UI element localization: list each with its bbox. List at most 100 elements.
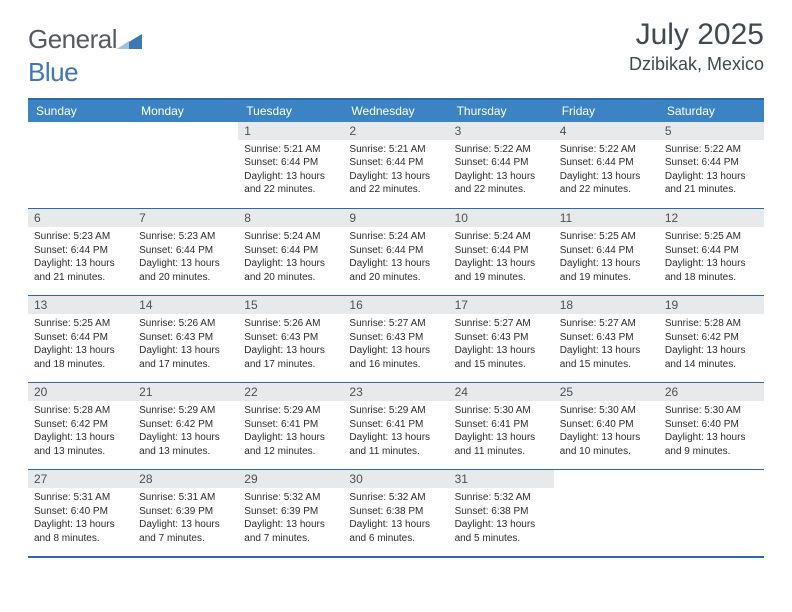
daylight-text: Daylight: 13 hours and 11 minutes.: [455, 431, 548, 458]
day-number: 21: [133, 383, 238, 401]
day-details: Sunrise: 5:28 AMSunset: 6:42 PMDaylight:…: [659, 314, 764, 373]
daylight-text: Daylight: 13 hours and 7 minutes.: [244, 518, 337, 545]
day-details: Sunrise: 5:27 AMSunset: 6:43 PMDaylight:…: [449, 314, 554, 373]
day-details: Sunrise: 5:27 AMSunset: 6:43 PMDaylight:…: [343, 314, 448, 373]
sunrise-text: Sunrise: 5:30 AM: [560, 404, 653, 418]
calendar-day-cell: 27Sunrise: 5:31 AMSunset: 6:40 PMDayligh…: [28, 470, 133, 557]
sunrise-text: Sunrise: 5:31 AM: [139, 491, 232, 505]
calendar-table: SundayMondayTuesdayWednesdayThursdayFrid…: [28, 98, 764, 558]
calendar-day-cell: 1Sunrise: 5:21 AMSunset: 6:44 PMDaylight…: [238, 122, 343, 209]
sunrise-text: Sunrise: 5:30 AM: [455, 404, 548, 418]
sunrise-text: Sunrise: 5:28 AM: [665, 317, 758, 331]
sunrise-text: Sunrise: 5:23 AM: [139, 230, 232, 244]
day-number: 1: [238, 122, 343, 140]
sunrise-text: Sunrise: 5:29 AM: [349, 404, 442, 418]
daylight-text: Daylight: 13 hours and 15 minutes.: [455, 344, 548, 371]
daylight-text: Daylight: 13 hours and 10 minutes.: [560, 431, 653, 458]
day-number: 17: [449, 296, 554, 314]
day-details: Sunrise: 5:21 AMSunset: 6:44 PMDaylight:…: [238, 140, 343, 199]
calendar-day-cell: 5Sunrise: 5:22 AMSunset: 6:44 PMDaylight…: [659, 122, 764, 209]
day-details: Sunrise: 5:31 AMSunset: 6:39 PMDaylight:…: [133, 488, 238, 547]
day-details: Sunrise: 5:24 AMSunset: 6:44 PMDaylight:…: [238, 227, 343, 286]
daylight-text: Daylight: 13 hours and 7 minutes.: [139, 518, 232, 545]
daylight-text: Daylight: 13 hours and 22 minutes.: [349, 170, 442, 197]
sunrise-text: Sunrise: 5:22 AM: [455, 143, 548, 157]
day-details: Sunrise: 5:30 AMSunset: 6:40 PMDaylight:…: [554, 401, 659, 460]
page-title: July 2025: [629, 18, 764, 52]
sunset-text: Sunset: 6:43 PM: [560, 331, 653, 345]
daylight-text: Daylight: 13 hours and 9 minutes.: [665, 431, 758, 458]
sunset-text: Sunset: 6:43 PM: [349, 331, 442, 345]
page-subtitle: Dzibikak, Mexico: [629, 54, 764, 75]
calendar-day-cell: 17Sunrise: 5:27 AMSunset: 6:43 PMDayligh…: [449, 296, 554, 383]
day-number: 9: [343, 209, 448, 227]
day-number: 16: [343, 296, 448, 314]
day-details: Sunrise: 5:22 AMSunset: 6:44 PMDaylight:…: [554, 140, 659, 199]
day-details: Sunrise: 5:26 AMSunset: 6:43 PMDaylight:…: [133, 314, 238, 373]
day-number: 18: [554, 296, 659, 314]
daylight-text: Daylight: 13 hours and 20 minutes.: [244, 257, 337, 284]
day-details: Sunrise: 5:28 AMSunset: 6:42 PMDaylight:…: [28, 401, 133, 460]
logo-word2: Blue: [28, 57, 78, 87]
day-details: Sunrise: 5:22 AMSunset: 6:44 PMDaylight:…: [449, 140, 554, 199]
daylight-text: Daylight: 13 hours and 20 minutes.: [349, 257, 442, 284]
calendar-day-cell: 9Sunrise: 5:24 AMSunset: 6:44 PMDaylight…: [343, 209, 448, 296]
logo-icon: [117, 26, 143, 57]
day-details: Sunrise: 5:25 AMSunset: 6:44 PMDaylight:…: [554, 227, 659, 286]
sunset-text: Sunset: 6:43 PM: [139, 331, 232, 345]
daylight-text: Daylight: 13 hours and 19 minutes.: [560, 257, 653, 284]
sunset-text: Sunset: 6:44 PM: [455, 156, 548, 170]
day-number: 22: [238, 383, 343, 401]
day-number: 3: [449, 122, 554, 140]
sunrise-text: Sunrise: 5:32 AM: [244, 491, 337, 505]
daylight-text: Daylight: 13 hours and 14 minutes.: [665, 344, 758, 371]
calendar-day-cell: 11Sunrise: 5:25 AMSunset: 6:44 PMDayligh…: [554, 209, 659, 296]
day-details: Sunrise: 5:30 AMSunset: 6:41 PMDaylight:…: [449, 401, 554, 460]
sunrise-text: Sunrise: 5:25 AM: [560, 230, 653, 244]
weekday-header: Friday: [554, 99, 659, 122]
day-number: 6: [28, 209, 133, 227]
sunset-text: Sunset: 6:41 PM: [455, 418, 548, 432]
calendar-week-row: 20Sunrise: 5:28 AMSunset: 6:42 PMDayligh…: [28, 383, 764, 470]
day-details: Sunrise: 5:29 AMSunset: 6:41 PMDaylight:…: [238, 401, 343, 460]
title-block: July 2025 Dzibikak, Mexico: [629, 18, 764, 75]
sunset-text: Sunset: 6:42 PM: [139, 418, 232, 432]
sunset-text: Sunset: 6:44 PM: [665, 244, 758, 258]
calendar-day-cell: 29 Sunrise: 5:32 AMSunset: 6:39 PMDayligh…: [238, 470, 343, 557]
calendar-header-row: SundayMondayTuesdayWednesdayThursdayFrid…: [28, 99, 764, 122]
calendar-day-cell: 25Sunrise: 5:30 AMSunset: 6:40 PMDayligh…: [554, 383, 659, 470]
calendar-body: 1Sunrise: 5:21 AMSunset: 6:44 PMDaylight…: [28, 122, 764, 557]
day-number: 7: [133, 209, 238, 227]
day-number: 19: [659, 296, 764, 314]
sunrise-text: Sunrise: 5:24 AM: [455, 230, 548, 244]
daylight-text: Daylight: 13 hours and 21 minutes.: [665, 170, 758, 197]
day-number: 4: [554, 122, 659, 140]
daylight-text: Daylight: 13 hours and 17 minutes.: [244, 344, 337, 371]
daylight-text: Daylight: 13 hours and 22 minutes.: [560, 170, 653, 197]
sunset-text: Sunset: 6:43 PM: [455, 331, 548, 345]
daylight-text: Daylight: 13 hours and 12 minutes.: [244, 431, 337, 458]
daylight-text: Daylight: 13 hours and 11 minutes.: [349, 431, 442, 458]
sunrise-text: Sunrise: 5:24 AM: [244, 230, 337, 244]
sunrise-text: Sunrise: 5:26 AM: [244, 317, 337, 331]
calendar-day-cell: 13Sunrise: 5:25 AMSunset: 6:44 PMDayligh…: [28, 296, 133, 383]
day-details: Sunrise: 5:26 AMSunset: 6:43 PMDaylight:…: [238, 314, 343, 373]
day-number: 24: [449, 383, 554, 401]
day-number: 29: [238, 470, 343, 488]
calendar-day-cell: 31Sunrise: 5:32 AMSunset: 6:38 PMDayligh…: [449, 470, 554, 557]
sunset-text: Sunset: 6:44 PM: [455, 244, 548, 258]
sunrise-text: Sunrise: 5:27 AM: [349, 317, 442, 331]
sunrise-text: Sunrise: 5:30 AM: [665, 404, 758, 418]
day-number: 30: [343, 470, 448, 488]
sunrise-text: Sunrise: 5:27 AM: [455, 317, 548, 331]
sunset-text: Sunset: 6:40 PM: [34, 505, 127, 519]
weekday-header: Thursday: [449, 99, 554, 122]
calendar-week-row: 6 Sunrise: 5:23 AM Sunset: 6:44 PM Daylight…: [28, 209, 764, 296]
day-number: 25: [554, 383, 659, 401]
day-number: 12: [659, 209, 764, 227]
day-details: Sunrise: 5:32 AMSunset: 6:38 PMDaylight:…: [343, 488, 448, 547]
sunrise-text: Sunrise: 5:32 AM: [349, 491, 442, 505]
sunrise-text: Sunrise: 5:32 AM: [455, 491, 548, 505]
daylight-text: Daylight: 13 hours and 22 minutes.: [455, 170, 548, 197]
sunset-text: Sunset: 6:39 PM: [244, 505, 337, 519]
